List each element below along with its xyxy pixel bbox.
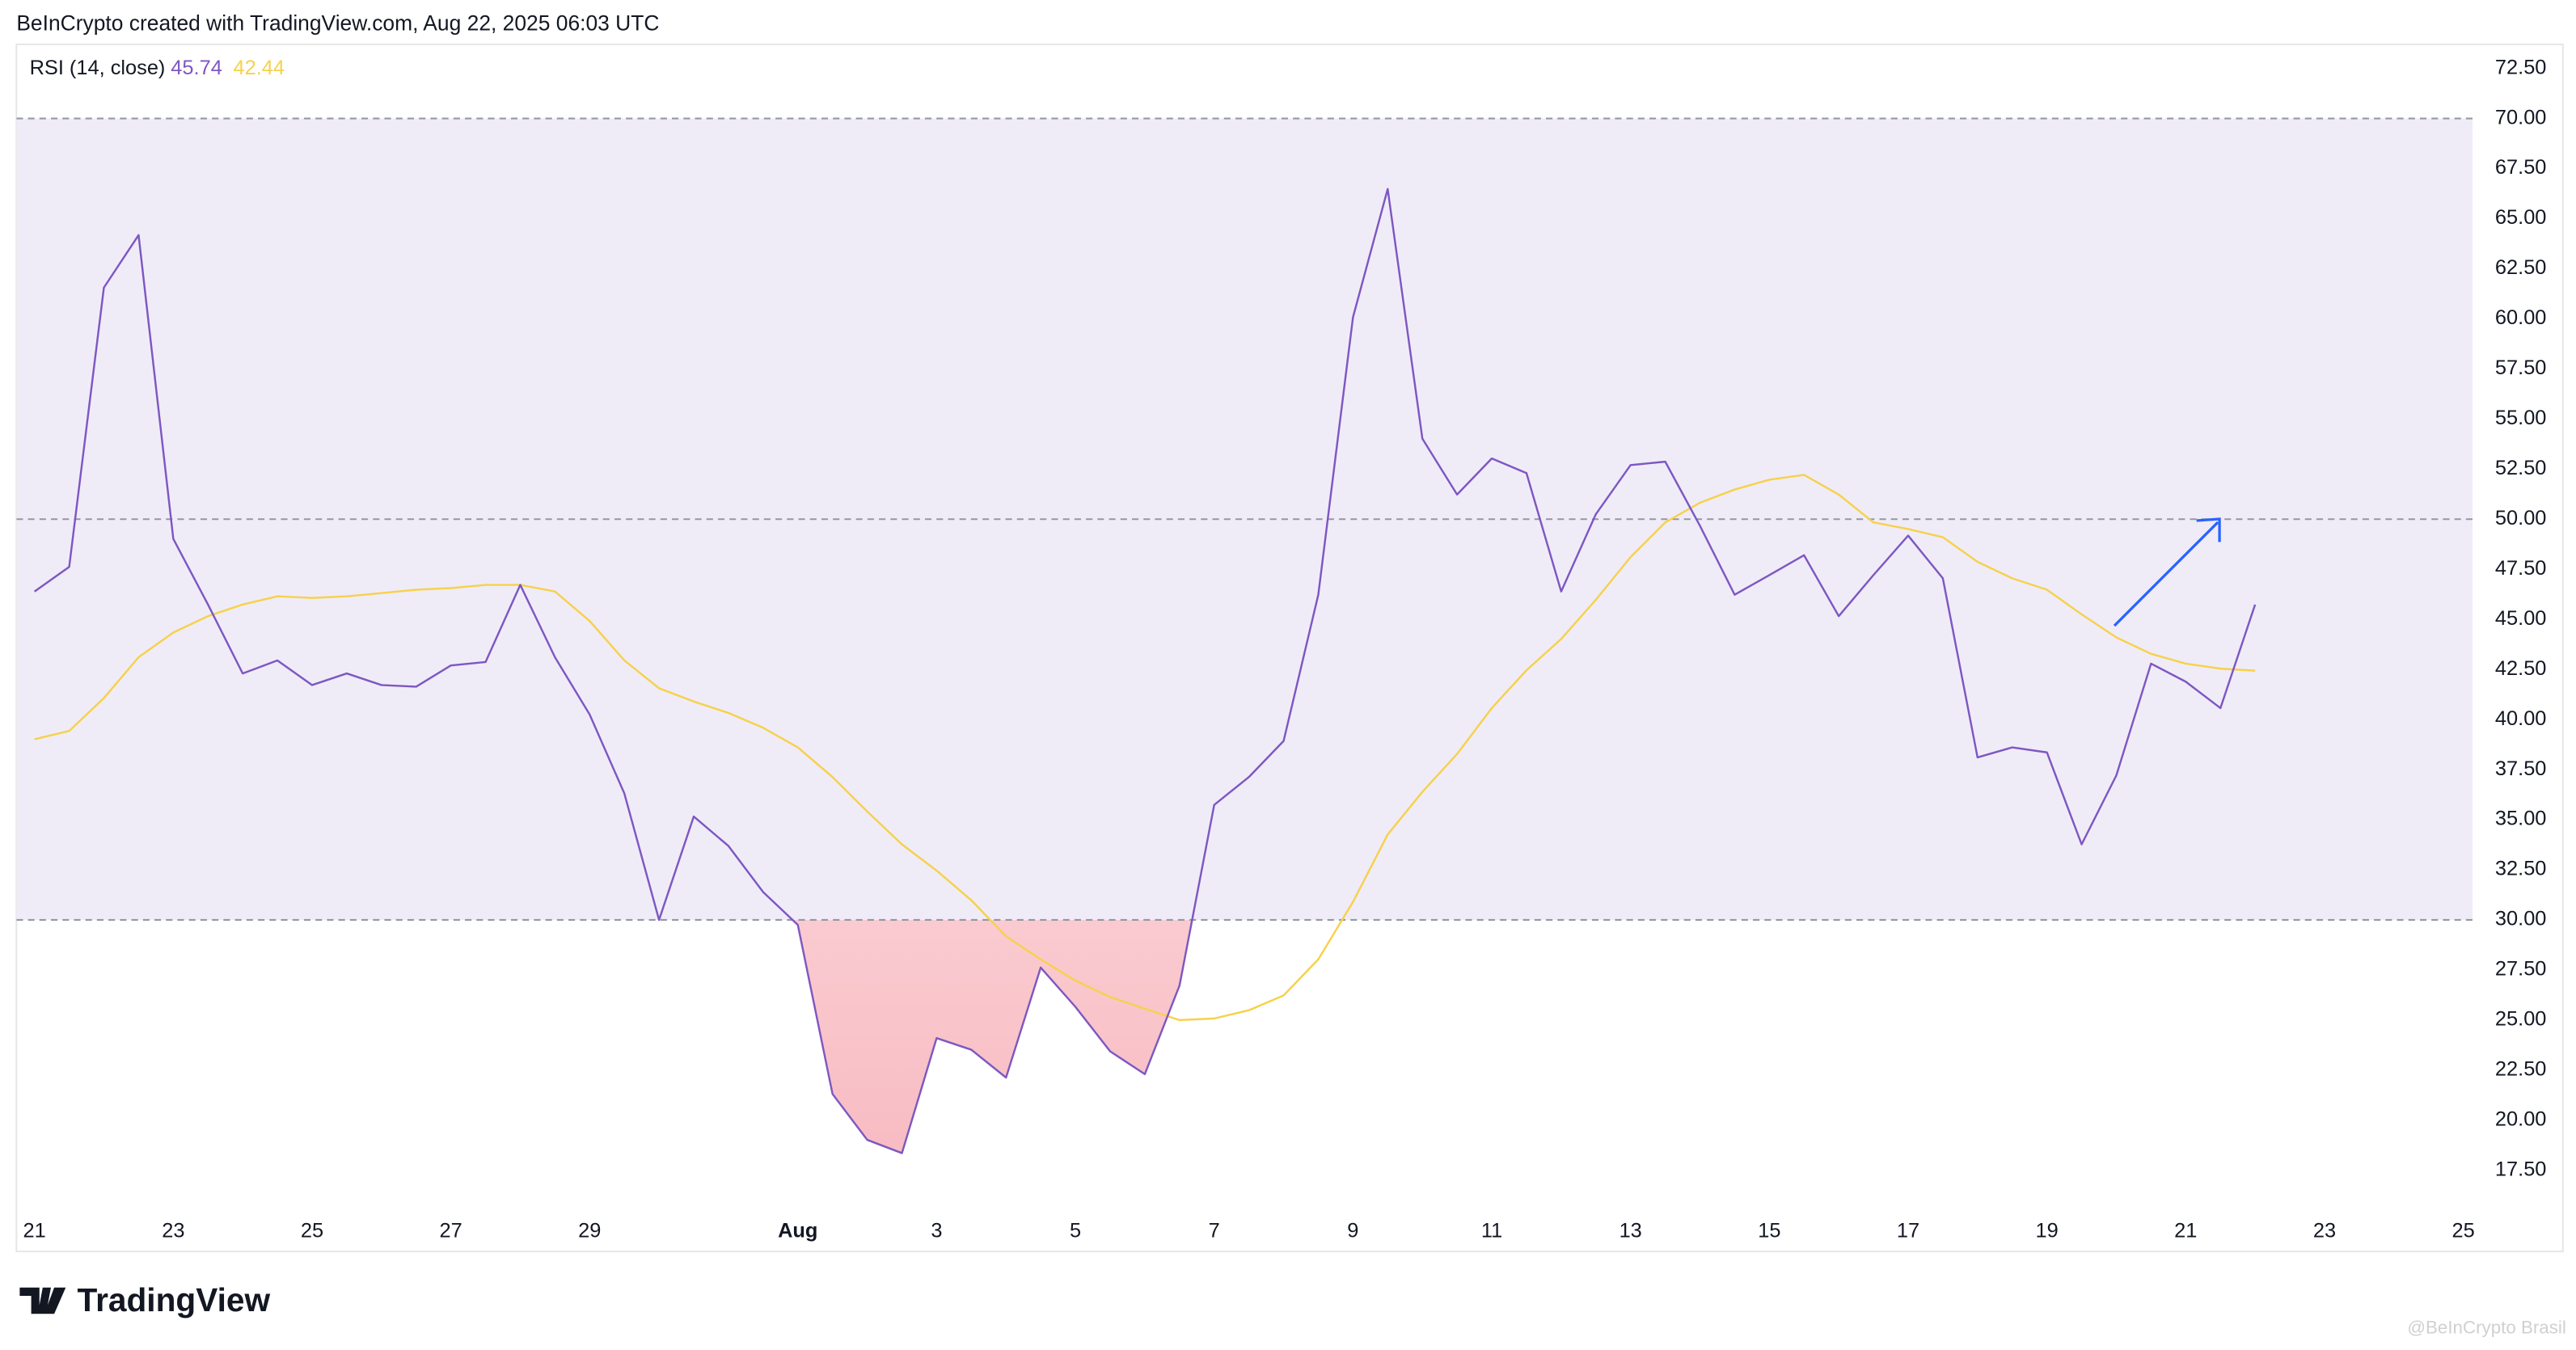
y-tick-label: 37.50 xyxy=(2495,757,2547,780)
series-line xyxy=(34,474,2256,1022)
y-tick-label: 72.50 xyxy=(2495,56,2547,78)
header: BeInCrypto created with TradingView.com,… xyxy=(16,11,659,35)
x-tick-label: 29 xyxy=(578,1219,601,1242)
x-tick-label: 21 xyxy=(23,1219,46,1242)
series-line xyxy=(33,188,2257,1154)
y-tick-label: 52.50 xyxy=(2495,457,2547,479)
x-tick-label: 15 xyxy=(1758,1219,1780,1242)
x-tick-label: 23 xyxy=(162,1219,184,1242)
x-tick-label: 19 xyxy=(2036,1219,2059,1242)
oversold-fill xyxy=(34,919,2256,1154)
y-tick-label: 60.00 xyxy=(2495,306,2547,329)
y-tick-label: 42.50 xyxy=(2495,657,2547,680)
x-tick-label: 23 xyxy=(2313,1219,2336,1242)
x-tick-label: 25 xyxy=(301,1219,323,1242)
y-tick-label: 25.00 xyxy=(2495,1008,2547,1031)
x-tick-label: 27 xyxy=(440,1219,462,1242)
y-tick-label: 27.50 xyxy=(2495,958,2547,981)
x-tick-label: 7 xyxy=(1209,1219,1220,1242)
y-tick-label: 32.50 xyxy=(2495,858,2547,880)
y-tick-label: 62.50 xyxy=(2495,256,2547,279)
y-tick-label: 35.00 xyxy=(2495,808,2547,830)
y-tick-label: 45.00 xyxy=(2495,607,2547,630)
logo-mark xyxy=(19,1287,66,1314)
band-fill xyxy=(16,118,2473,920)
trend-arrow xyxy=(2113,517,2221,627)
legend-title: RSI (14, close) xyxy=(30,57,166,79)
x-tick-label: 17 xyxy=(1897,1219,1919,1242)
logo-text: TradingView xyxy=(77,1281,270,1318)
y-tick-label: 17.50 xyxy=(2495,1158,2547,1180)
y-tick-label: 30.00 xyxy=(2495,908,2547,930)
arrow-shaft xyxy=(2113,521,2219,627)
arrow-head xyxy=(2196,517,2221,542)
x-tick-label: Aug xyxy=(778,1219,817,1242)
watermark: @BeInCrypto Brasil xyxy=(2407,1317,2565,1337)
y-tick-label: 55.00 xyxy=(2495,407,2547,429)
legend-value: 42.44 xyxy=(234,57,285,79)
x-tick-label: 9 xyxy=(1347,1219,1358,1242)
y-tick-label: 65.00 xyxy=(2495,206,2547,229)
x-tick-label: 13 xyxy=(1620,1219,1642,1242)
plot-area xyxy=(16,117,2473,1154)
x-tick-label: 3 xyxy=(931,1219,942,1242)
y-tick-label: 22.50 xyxy=(2495,1058,2547,1081)
x-tick-label: 11 xyxy=(1481,1219,1502,1242)
x-tick-label: 21 xyxy=(2174,1219,2197,1242)
legend-value: 45.74 xyxy=(171,57,222,79)
x-tick-label: 5 xyxy=(1070,1219,1081,1242)
x-tick-label: 25 xyxy=(2451,1219,2474,1242)
y-tick-label: 47.50 xyxy=(2495,557,2547,580)
y-tick-label: 40.00 xyxy=(2495,707,2547,730)
y-tick-label: 57.50 xyxy=(2495,356,2547,379)
y-tick-label: 70.00 xyxy=(2495,106,2547,129)
y-tick-label: 20.00 xyxy=(2495,1107,2547,1130)
y-tick-label: 50.00 xyxy=(2495,507,2547,529)
axes: 17.50 20.00 22.50 25.00 27.50 30.00 32.50 35.00… xyxy=(23,56,2547,1242)
logo: TradingView xyxy=(19,1281,270,1318)
y-tick-label: 67.50 xyxy=(2495,156,2547,179)
